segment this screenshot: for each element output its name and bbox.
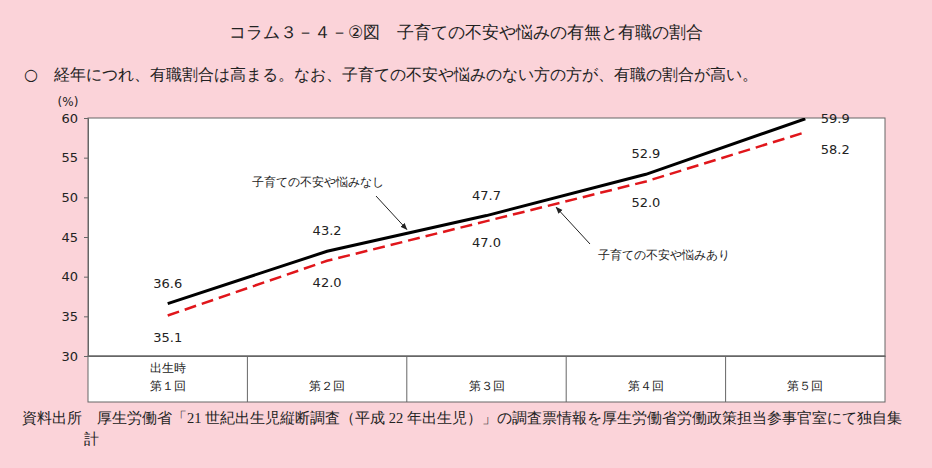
x-tick: 第５回	[787, 379, 823, 393]
data-label: 36.6	[153, 276, 182, 291]
category-table	[88, 356, 885, 402]
y-tick-mark	[84, 316, 88, 317]
y-axis-label: (%)	[58, 95, 79, 109]
x-tick: 第１回	[150, 379, 186, 393]
y-tick-label: 35	[61, 309, 78, 324]
chart-svg: コラム３－４－②図 子育ての不安や悩みの有無と有職の割合 ○ 経年につれ、有職割合…	[0, 0, 932, 468]
plot-marks	[168, 119, 806, 316]
chart-root: コラム３－４－②図 子育ての不安や悩みの有無と有職の割合 ○ 経年につれ、有職割合…	[0, 0, 932, 468]
y-tick-mark	[84, 356, 88, 357]
y-tick: 60	[61, 111, 88, 126]
y-tick-mark	[84, 277, 88, 278]
x-tick-label: 第５回	[787, 379, 823, 393]
subtitle: ○ 経年につれ、有職割合は高まる。なお、子育ての不安や悩みのない方の方が、有職の…	[24, 65, 758, 84]
table-divider	[725, 356, 726, 402]
y-tick: 55	[61, 150, 88, 165]
series-line	[168, 132, 806, 315]
y-tick: 45	[61, 230, 88, 245]
y-tick-mark	[84, 197, 88, 198]
x-axis-line	[89, 356, 886, 357]
y-tick-mark	[84, 158, 88, 159]
y-tick-mark	[84, 118, 88, 119]
series-line	[168, 119, 806, 304]
x-tick: 第４回	[628, 379, 664, 393]
plot-area	[88, 118, 885, 356]
x-axis: 第１回 第２回 第３回 第４回 第５回	[89, 357, 886, 393]
data-label: 35.1	[153, 330, 182, 345]
data-label: 58.2	[821, 142, 850, 157]
y-axis: 30 35 40 45 50 55 60	[61, 111, 88, 364]
data-label: 47.0	[472, 235, 501, 250]
x-tick-label: 第４回	[628, 379, 664, 393]
y-axis-line	[84, 119, 89, 357]
x-tick-label: 第２回	[309, 379, 345, 393]
data-label: 59.9	[821, 111, 850, 126]
y-tick: 50	[61, 190, 88, 205]
y-tick: 30	[61, 349, 88, 364]
data-label: 47.7	[472, 188, 501, 203]
data-label: 42.0	[313, 275, 342, 290]
x-tick: 第３回	[469, 379, 505, 393]
series-annotation: 子育ての不安や悩みあり	[598, 248, 730, 262]
annotation-arrow	[376, 196, 407, 229]
y-tick-label: 30	[61, 349, 78, 364]
table-divider	[406, 356, 407, 402]
plot-frame	[88, 118, 885, 356]
y-tick-mark	[84, 237, 88, 238]
x-tick: 第２回	[309, 379, 345, 393]
source-note: 資料出所 厚生労働省「21 世紀出生児縦断調査（平成 22 年出生児）」の調査票…	[22, 408, 914, 450]
table-divider	[566, 356, 567, 402]
data-label: 43.2	[313, 223, 342, 238]
data-label: 52.0	[631, 195, 660, 210]
y-tick-label: 45	[61, 230, 78, 245]
y-tick: 40	[61, 269, 88, 284]
y-tick-label: 55	[61, 150, 78, 165]
annotation-arrow	[556, 207, 590, 244]
y-tick-label: 50	[61, 190, 78, 205]
table-divider	[247, 356, 248, 402]
x-tick-label: 第３回	[469, 379, 505, 393]
x-tick-label: 第１回	[150, 379, 186, 393]
y-tick-label: 40	[61, 269, 78, 284]
y-tick: 35	[61, 309, 88, 324]
x-sublabel: 出生時	[150, 361, 186, 375]
data-label: 52.9	[631, 146, 660, 161]
y-tick-label: 60	[61, 111, 78, 126]
title: コラム３－４－②図 子育ての不安や悩みの有無と有職の割合	[229, 22, 703, 42]
series-annotation: 子育ての不安や悩みなし	[252, 175, 384, 189]
